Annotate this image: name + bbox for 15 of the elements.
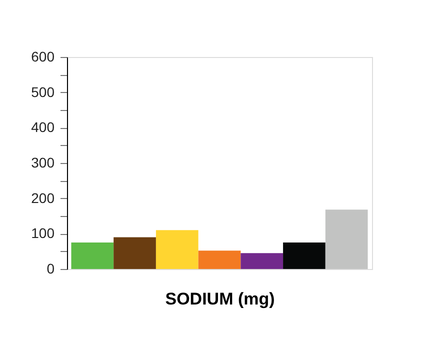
bar xyxy=(71,242,114,269)
y-tick-label: 400 xyxy=(31,119,55,136)
y-tick-label: 500 xyxy=(31,84,55,100)
bar xyxy=(114,237,156,269)
y-tick-label: 300 xyxy=(31,154,55,170)
y-tick-label: 200 xyxy=(31,190,55,206)
bar xyxy=(156,230,198,269)
bar xyxy=(283,242,326,269)
bar xyxy=(325,210,368,269)
x-axis-title: SODIUM (mg) xyxy=(165,290,275,308)
bar xyxy=(198,250,241,269)
y-tick-label: 600 xyxy=(31,48,55,64)
y-tick-label: 0 xyxy=(46,260,55,276)
y-tick-label: 100 xyxy=(31,225,55,242)
bar xyxy=(240,253,284,269)
